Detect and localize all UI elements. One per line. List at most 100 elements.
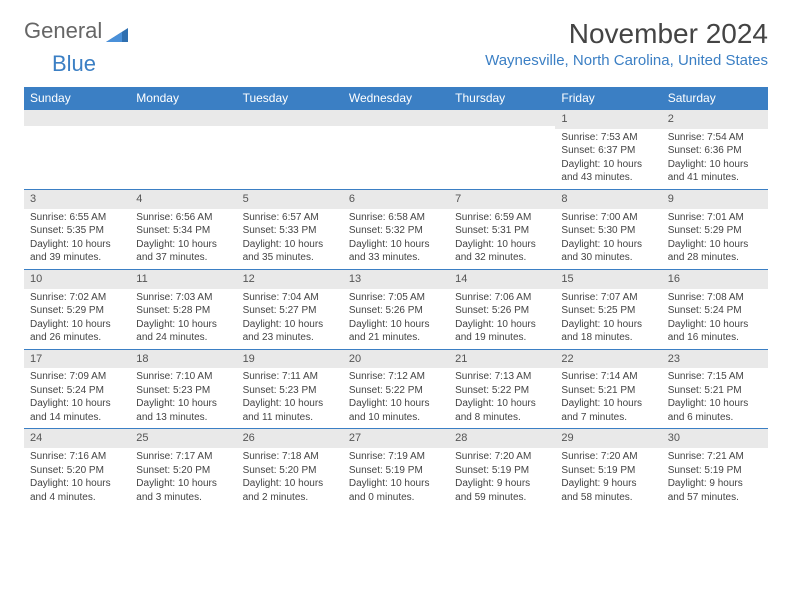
title-block: November 2024 Waynesville, North Carolin… xyxy=(485,18,768,69)
day-cell: 3Sunrise: 6:55 AMSunset: 5:35 PMDaylight… xyxy=(24,190,130,269)
day-cell xyxy=(24,110,130,189)
week-row: 1Sunrise: 7:53 AMSunset: 6:37 PMDaylight… xyxy=(24,109,768,189)
calendar: Sunday Monday Tuesday Wednesday Thursday… xyxy=(24,87,768,508)
daylight-text: Daylight: 10 hours and 19 minutes. xyxy=(455,318,549,345)
daylight-text: Daylight: 10 hours and 21 minutes. xyxy=(349,318,443,345)
week-row: 10Sunrise: 7:02 AMSunset: 5:29 PMDayligh… xyxy=(24,269,768,349)
day-body: Sunrise: 7:19 AMSunset: 5:19 PMDaylight:… xyxy=(343,448,449,508)
day-number xyxy=(237,110,343,126)
day-cell: 13Sunrise: 7:05 AMSunset: 5:26 PMDayligh… xyxy=(343,270,449,349)
daylight-text: Daylight: 10 hours and 33 minutes. xyxy=(349,238,443,265)
location-text: Waynesville, North Carolina, United Stat… xyxy=(485,52,768,69)
day-header: Wednesday xyxy=(343,87,449,109)
day-body: Sunrise: 7:20 AMSunset: 5:19 PMDaylight:… xyxy=(555,448,661,508)
sunset-text: Sunset: 5:20 PM xyxy=(136,464,230,478)
sunrise-text: Sunrise: 7:03 AM xyxy=(136,291,230,305)
day-body: Sunrise: 6:58 AMSunset: 5:32 PMDaylight:… xyxy=(343,209,449,269)
day-cell: 28Sunrise: 7:20 AMSunset: 5:19 PMDayligh… xyxy=(449,429,555,508)
week-row: 17Sunrise: 7:09 AMSunset: 5:24 PMDayligh… xyxy=(24,349,768,429)
sunset-text: Sunset: 5:30 PM xyxy=(561,224,655,238)
sunset-text: Sunset: 5:19 PM xyxy=(561,464,655,478)
day-cell: 9Sunrise: 7:01 AMSunset: 5:29 PMDaylight… xyxy=(662,190,768,269)
day-cell: 27Sunrise: 7:19 AMSunset: 5:19 PMDayligh… xyxy=(343,429,449,508)
sunset-text: Sunset: 5:19 PM xyxy=(455,464,549,478)
daylight-text: Daylight: 10 hours and 24 minutes. xyxy=(136,318,230,345)
day-header: Sunday xyxy=(24,87,130,109)
day-cell xyxy=(237,110,343,189)
day-number: 16 xyxy=(662,270,768,289)
day-cell: 5Sunrise: 6:57 AMSunset: 5:33 PMDaylight… xyxy=(237,190,343,269)
sunrise-text: Sunrise: 7:13 AM xyxy=(455,370,549,384)
day-cell: 12Sunrise: 7:04 AMSunset: 5:27 PMDayligh… xyxy=(237,270,343,349)
day-cell: 2Sunrise: 7:54 AMSunset: 6:36 PMDaylight… xyxy=(662,110,768,189)
day-body: Sunrise: 7:04 AMSunset: 5:27 PMDaylight:… xyxy=(237,289,343,349)
day-cell: 7Sunrise: 6:59 AMSunset: 5:31 PMDaylight… xyxy=(449,190,555,269)
day-number: 12 xyxy=(237,270,343,289)
sunrise-text: Sunrise: 7:19 AM xyxy=(349,450,443,464)
day-cell: 19Sunrise: 7:11 AMSunset: 5:23 PMDayligh… xyxy=(237,350,343,429)
day-cell xyxy=(343,110,449,189)
day-number: 25 xyxy=(130,429,236,448)
day-number: 22 xyxy=(555,350,661,369)
day-cell: 21Sunrise: 7:13 AMSunset: 5:22 PMDayligh… xyxy=(449,350,555,429)
day-cell: 4Sunrise: 6:56 AMSunset: 5:34 PMDaylight… xyxy=(130,190,236,269)
sunrise-text: Sunrise: 7:08 AM xyxy=(668,291,762,305)
day-number: 6 xyxy=(343,190,449,209)
day-body: Sunrise: 7:53 AMSunset: 6:37 PMDaylight:… xyxy=(555,129,661,189)
day-cell: 30Sunrise: 7:21 AMSunset: 5:19 PMDayligh… xyxy=(662,429,768,508)
day-cell: 20Sunrise: 7:12 AMSunset: 5:22 PMDayligh… xyxy=(343,350,449,429)
daylight-text: Daylight: 9 hours and 59 minutes. xyxy=(455,477,549,504)
sunrise-text: Sunrise: 7:15 AM xyxy=(668,370,762,384)
sunset-text: Sunset: 5:21 PM xyxy=(668,384,762,398)
sunset-text: Sunset: 6:37 PM xyxy=(561,144,655,158)
day-number: 23 xyxy=(662,350,768,369)
day-cell xyxy=(449,110,555,189)
day-cell: 25Sunrise: 7:17 AMSunset: 5:20 PMDayligh… xyxy=(130,429,236,508)
day-number: 19 xyxy=(237,350,343,369)
sunrise-text: Sunrise: 7:05 AM xyxy=(349,291,443,305)
day-body: Sunrise: 7:16 AMSunset: 5:20 PMDaylight:… xyxy=(24,448,130,508)
day-body: Sunrise: 7:21 AMSunset: 5:19 PMDaylight:… xyxy=(662,448,768,508)
sunset-text: Sunset: 5:28 PM xyxy=(136,304,230,318)
day-body: Sunrise: 6:56 AMSunset: 5:34 PMDaylight:… xyxy=(130,209,236,269)
daylight-text: Daylight: 10 hours and 14 minutes. xyxy=(30,397,124,424)
daylight-text: Daylight: 9 hours and 57 minutes. xyxy=(668,477,762,504)
day-body: Sunrise: 7:08 AMSunset: 5:24 PMDaylight:… xyxy=(662,289,768,349)
day-number xyxy=(24,110,130,126)
day-number: 2 xyxy=(662,110,768,129)
daylight-text: Daylight: 10 hours and 13 minutes. xyxy=(136,397,230,424)
sunrise-text: Sunrise: 7:07 AM xyxy=(561,291,655,305)
sunrise-text: Sunrise: 6:56 AM xyxy=(136,211,230,225)
daylight-text: Daylight: 10 hours and 30 minutes. xyxy=(561,238,655,265)
day-number: 26 xyxy=(237,429,343,448)
daylight-text: Daylight: 10 hours and 10 minutes. xyxy=(349,397,443,424)
daylight-text: Daylight: 10 hours and 28 minutes. xyxy=(668,238,762,265)
sunrise-text: Sunrise: 7:00 AM xyxy=(561,211,655,225)
day-cell: 26Sunrise: 7:18 AMSunset: 5:20 PMDayligh… xyxy=(237,429,343,508)
day-cell: 8Sunrise: 7:00 AMSunset: 5:30 PMDaylight… xyxy=(555,190,661,269)
sunset-text: Sunset: 5:29 PM xyxy=(30,304,124,318)
day-body: Sunrise: 7:01 AMSunset: 5:29 PMDaylight:… xyxy=(662,209,768,269)
day-header: Tuesday xyxy=(237,87,343,109)
daylight-text: Daylight: 10 hours and 7 minutes. xyxy=(561,397,655,424)
day-cell: 23Sunrise: 7:15 AMSunset: 5:21 PMDayligh… xyxy=(662,350,768,429)
day-header: Saturday xyxy=(662,87,768,109)
daylight-text: Daylight: 10 hours and 37 minutes. xyxy=(136,238,230,265)
day-body: Sunrise: 6:59 AMSunset: 5:31 PMDaylight:… xyxy=(449,209,555,269)
day-number: 5 xyxy=(237,190,343,209)
day-number: 30 xyxy=(662,429,768,448)
month-title: November 2024 xyxy=(485,18,768,50)
sunrise-text: Sunrise: 6:58 AM xyxy=(349,211,443,225)
day-body: Sunrise: 7:13 AMSunset: 5:22 PMDaylight:… xyxy=(449,368,555,428)
day-number: 28 xyxy=(449,429,555,448)
day-cell: 1Sunrise: 7:53 AMSunset: 6:37 PMDaylight… xyxy=(555,110,661,189)
day-number: 21 xyxy=(449,350,555,369)
day-number: 15 xyxy=(555,270,661,289)
day-body: Sunrise: 7:15 AMSunset: 5:21 PMDaylight:… xyxy=(662,368,768,428)
logo-text-general: General xyxy=(24,18,102,44)
day-cell: 17Sunrise: 7:09 AMSunset: 5:24 PMDayligh… xyxy=(24,350,130,429)
sunset-text: Sunset: 5:22 PM xyxy=(455,384,549,398)
sunrise-text: Sunrise: 7:10 AM xyxy=(136,370,230,384)
daylight-text: Daylight: 9 hours and 58 minutes. xyxy=(561,477,655,504)
sunset-text: Sunset: 5:29 PM xyxy=(668,224,762,238)
